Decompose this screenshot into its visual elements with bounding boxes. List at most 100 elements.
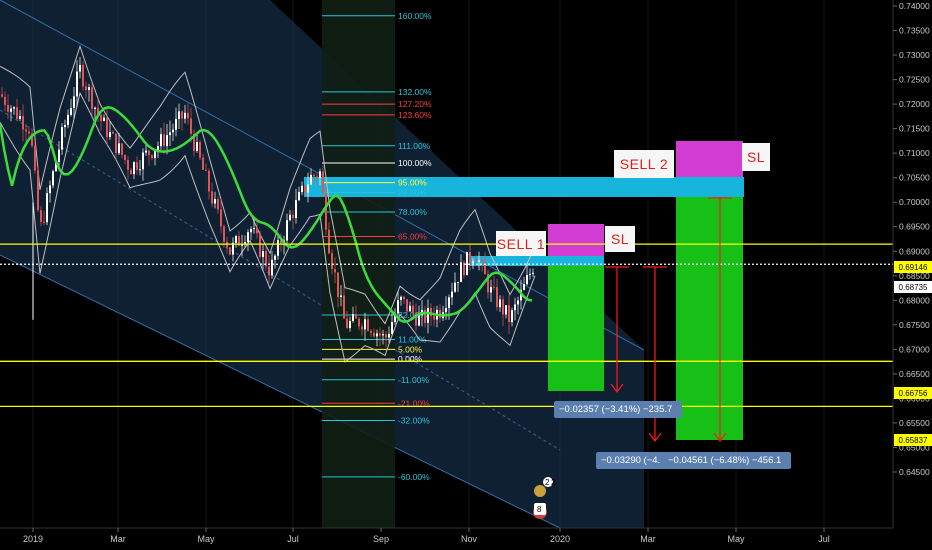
sell-2-label: SELL 2: [614, 150, 674, 178]
candle-body: [448, 297, 450, 309]
ema-line: [0, 106, 533, 323]
fib-label-6: 95.00%: [398, 178, 427, 188]
x-tick-label-1: Mar: [110, 534, 126, 544]
candle-body: [403, 296, 405, 300]
candle-body: [379, 333, 381, 336]
candle-body: [100, 114, 102, 122]
fib-label-17: -60.00%: [398, 472, 430, 482]
candle-body: [364, 319, 366, 330]
fib-label-0: 160.00%: [398, 11, 432, 21]
candle-body: [325, 193, 327, 230]
bollinger-upper: [0, 44, 536, 325]
x-tick-label-7: Mar: [640, 534, 656, 544]
fib-label-16: -32.00%: [398, 415, 430, 425]
candle-body: [151, 155, 153, 159]
fib-label-10: 22.00%: [398, 310, 427, 320]
y-tick-label-15: 0.66500: [899, 369, 930, 379]
candle-body: [349, 321, 351, 329]
candle-body: [319, 171, 321, 178]
candle-body: [10, 108, 12, 112]
candle-body: [322, 171, 324, 194]
candle-body: [34, 145, 36, 171]
channel-mid-line: [0, 109, 561, 451]
y-tick-label-19: 0.64500: [899, 467, 930, 477]
candle-body: [256, 227, 258, 234]
candle-body: [337, 272, 339, 298]
x-tick-label-9: Jul: [818, 534, 830, 544]
fib-label-4: 111.00%: [398, 141, 431, 151]
candle-body: [73, 96, 75, 109]
candle-body: [145, 150, 147, 153]
price-tag-0.69146: 0.69146: [894, 261, 932, 273]
x-tick-label-4: Sep: [373, 534, 389, 544]
fib-label-8: 78.00%: [398, 207, 427, 217]
candle-body: [55, 161, 57, 172]
event-badge-b: [543, 477, 553, 487]
candle-body: [505, 305, 507, 315]
candle-body: [271, 259, 273, 276]
candle-body: [88, 87, 90, 91]
candle-body: [484, 260, 486, 275]
fib-label-9: 65.00%: [398, 232, 427, 242]
candle-body: [247, 232, 249, 243]
y-tick-label-14: 0.67000: [899, 344, 930, 354]
candle-body: [286, 220, 288, 241]
candle-body: [490, 286, 492, 293]
candle-body: [253, 227, 255, 230]
candle-body: [493, 286, 495, 288]
event-badge-count-1: 2: [545, 478, 550, 487]
candle-body: [511, 310, 513, 323]
candle-body: [451, 291, 453, 298]
sl-box-2: [676, 141, 743, 177]
candle-body: [430, 308, 432, 317]
candle-body: [268, 266, 270, 276]
candle-body: [106, 117, 108, 138]
candle-body: [1, 94, 3, 97]
candle-body: [46, 193, 48, 223]
candle-body: [298, 192, 300, 201]
candle-body: [169, 132, 171, 136]
candle-body: [478, 260, 480, 262]
candle-body: [202, 157, 204, 170]
fib-label-2: 127.20%: [398, 99, 432, 109]
candle-body: [367, 319, 369, 331]
candle-body: [139, 169, 141, 171]
candle-body: [136, 162, 138, 170]
measure-arrow-1-head: [610, 383, 624, 393]
candle-body: [94, 107, 96, 109]
candle-body: [16, 107, 18, 119]
candle-body: [91, 87, 93, 109]
candle-body: [121, 143, 123, 155]
y-tick-label-1: 0.73500: [899, 26, 930, 36]
candle-body: [514, 304, 516, 311]
sell-1-label: SELL 1: [496, 231, 546, 256]
candle-body: [316, 176, 318, 178]
candle-body: [313, 174, 315, 177]
candle-body: [241, 243, 243, 246]
candle-body: [502, 299, 504, 315]
candle-body: [115, 133, 117, 154]
y-tick-label-5: 0.71500: [899, 124, 930, 134]
candle-body: [127, 159, 129, 170]
y-tick-label-6: 0.71000: [899, 148, 930, 158]
candle-body: [25, 129, 27, 132]
y-tick-label-0: 0.74000: [899, 1, 930, 11]
candle-body: [394, 313, 396, 323]
candle-body: [382, 334, 384, 336]
candle-body: [157, 146, 159, 152]
event-badge-d: [534, 503, 546, 515]
candle-body: [481, 260, 483, 262]
candle-body: [358, 318, 360, 327]
measure-label-2: −0.03290 (−4.: [596, 452, 672, 469]
candle-body: [274, 255, 276, 260]
candle-body: [205, 169, 207, 171]
candle-body: [133, 162, 135, 175]
candle-body: [22, 115, 24, 130]
candle-body: [31, 133, 33, 146]
candle-body: [259, 233, 261, 257]
y-tick-label-8: 0.70000: [899, 197, 930, 207]
candle-body: [154, 151, 156, 159]
candle-body: [265, 251, 267, 267]
